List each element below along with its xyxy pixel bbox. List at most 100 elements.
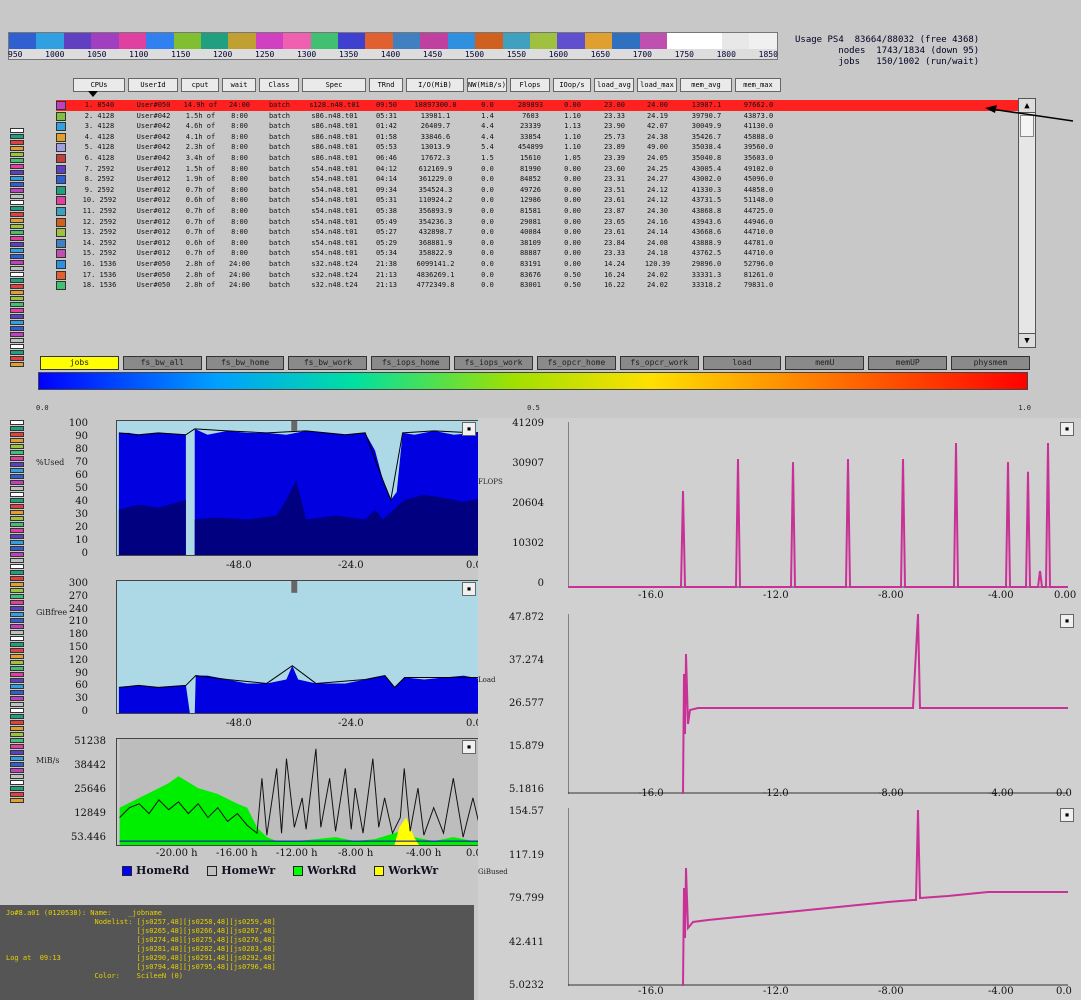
column-header[interactable]: load_max [637,78,677,92]
table-row[interactable]: 18. 1536 User#050 2.8h of 24:00 batch s32.n48… [56,280,1036,291]
scroll-thumb[interactable] [1020,115,1034,137]
tab-fs-bw-home[interactable]: fs_bw_home [205,356,285,370]
io-rate-plot[interactable] [116,738,506,846]
table-scrollbar[interactable]: ▲ ▼ [1018,98,1036,348]
color-scale-ticks: 0.0 0.5 1.0 [36,404,1031,412]
expand-icon[interactable]: ▪ [462,422,476,436]
expand-icon[interactable]: ▪ [1060,808,1074,822]
column-header[interactable]: Spec [302,78,366,92]
table-row[interactable]: 6. 4128 User#042 3.4h of 8:00 batch s86.n48.t… [56,153,1036,164]
column-header[interactable]: cput [181,78,219,92]
row-color-swatch [56,249,66,259]
fs-usage-plot[interactable] [116,420,506,556]
column-header[interactable]: mem_max [735,78,781,92]
table-cell: 16.22 [603,281,626,290]
column-header[interactable]: Class [259,78,299,92]
column-header[interactable]: NW(MiB/s) [467,78,507,92]
y-tick-label: 120 [68,654,88,666]
x-tick-label: -8.00 [878,788,904,799]
gib-free-plot[interactable] [116,580,506,714]
table-cell: batch [268,143,291,152]
column-header[interactable]: Flops [510,78,550,92]
y-tick-label: 90 [75,667,88,679]
flops-plot[interactable] [568,422,1068,588]
table-cell: 35040.8 [691,153,722,162]
table-cell: 4. 4128 [84,132,115,141]
node-swatch [10,128,24,133]
node-swatch [10,624,24,629]
column-header[interactable]: load_avg [594,78,634,92]
tab-physmem[interactable]: physmem [951,356,1030,370]
x-tick-label: -24.0 [338,718,364,729]
column-header[interactable]: mem_avg [680,78,732,92]
gib-used-plot[interactable] [568,808,1068,986]
table-cell: 1.10 [564,143,581,152]
table-row[interactable]: 15. 2592 User#012 0.7h of 8:00 batch s54.n48.… [56,248,1036,259]
column-header[interactable]: CPUs [73,78,125,92]
expand-icon[interactable]: ▪ [462,740,476,754]
expand-icon[interactable]: ▪ [1060,614,1074,628]
table-cell: 4772349.8 [416,281,455,290]
tab-fs-opcr-work[interactable]: fs_opcr_work [619,356,699,370]
table-cell: 454899 [517,143,544,152]
expand-icon[interactable]: ▪ [462,582,476,596]
table-row[interactable]: 17. 1536 User#050 2.8h of 24:00 batch s32.n48… [56,270,1036,281]
node-swatch [10,528,24,533]
table-cell: 0.0 [481,196,494,205]
table-row[interactable]: 1. 8540 User#050 14.9h of 24:00 batch s128.n4… [56,100,1036,111]
column-header[interactable]: I/O(MiB) [406,78,464,92]
table-cell: 35426.7 [691,132,722,141]
table-cell: batch [268,281,291,290]
node-swatch [10,236,24,241]
table-row[interactable]: 5. 4128 User#042 2.3h of 8:00 batch s86.n48.t… [56,142,1036,153]
timeline-bar[interactable] [8,32,778,60]
table-cell: 15. 2592 [82,249,117,258]
timeline-tick-label: 1450 [422,50,443,59]
fs-usage-panel: %Used 100 90 80 70 60 50 40 30 20 10 0 ▪ -48.0 -24.… [30,418,506,578]
row-color-swatch [56,281,66,291]
expand-icon[interactable]: ▪ [1060,422,1074,436]
table-row[interactable]: 10. 2592 User#012 0.6h of 8:00 batch s54.n48.… [56,195,1036,206]
scroll-up-icon[interactable]: ▲ [1019,99,1035,113]
table-row[interactable]: 4. 4128 User#042 4.1h of 8:00 batch s86.n48.t… [56,132,1036,143]
column-header[interactable]: UserId [128,78,178,92]
timeline-segment [228,33,256,49]
tab-jobs[interactable]: jobs [40,356,119,370]
node-swatch [10,768,24,773]
tab-fs-bw-work[interactable]: fs_bw_work [288,356,368,370]
tab-fs-iops-home[interactable]: fs_iops_home [371,356,451,370]
table-row[interactable]: 9. 2592 User#012 0.7h of 8:00 batch s54.n48.t… [56,185,1036,196]
tab-memUP[interactable]: memUP [868,356,948,370]
table-cell: s54.n48.t01 [311,206,358,215]
tab-fs-bw-all[interactable]: fs_bw_all [122,356,202,370]
table-row[interactable]: 13. 2592 User#012 0.7h of 8:00 batch s54.n48.… [56,227,1036,238]
table-cell: 05:31 [375,196,398,205]
y-tick-label: 270 [68,590,88,602]
io-legend: HomeRd HomeWr WorkRd WorkWr [122,864,502,877]
tab-memU[interactable]: memU [785,356,865,370]
tab-load[interactable]: load [702,356,782,370]
table-row[interactable]: 11. 2592 User#012 0.7h of 8:00 batch s54.n48.… [56,206,1036,217]
x-tick-label: -16.0 [638,788,664,799]
right-plots-area: FLOPS 41209 30907 20604 10302 0 ▪ -16.0 -12.0… [478,418,1081,1000]
table-cell: 24.02 [646,270,669,279]
tab-fs-iops-work[interactable]: fs_iops_work [454,356,533,370]
column-header[interactable]: TRnd [369,78,403,92]
table-row[interactable]: 16. 1536 User#050 2.8h of 24:00 batch s32.n48… [56,259,1036,270]
node-swatch [10,284,24,289]
column-header[interactable]: wait [222,78,256,92]
table-row[interactable]: 12. 2592 User#012 0.7h of 8:00 batch s54.n48.… [56,217,1036,228]
load-plot[interactable] [568,614,1068,794]
table-cell: 4836269.1 [416,270,455,279]
table-row[interactable]: 8. 2592 User#012 1.9h of 8:00 batch s54.n48.t… [56,174,1036,185]
node-swatch [10,582,24,587]
table-row[interactable]: 7. 2592 User#012 1.5h of 8:00 batch s54.n48.t… [56,164,1036,175]
table-row[interactable]: 2. 4128 User#042 1.5h of 8:00 batch s86.n48.t… [56,111,1036,122]
scroll-down-icon[interactable]: ▼ [1019,333,1035,347]
table-row[interactable]: 3. 4128 User#042 4.6h of 8:00 batch s86.n48.t… [56,121,1036,132]
table-cell: 0.7h of [185,185,216,194]
y-tick-label: 300 [68,578,88,589]
table-row[interactable]: 14. 2592 User#012 0.6h of 8:00 batch s54.n48.… [56,238,1036,249]
tab-fs-opcr-home[interactable]: fs_opcr_home [536,356,616,370]
column-header[interactable]: IOop/s [553,78,591,92]
